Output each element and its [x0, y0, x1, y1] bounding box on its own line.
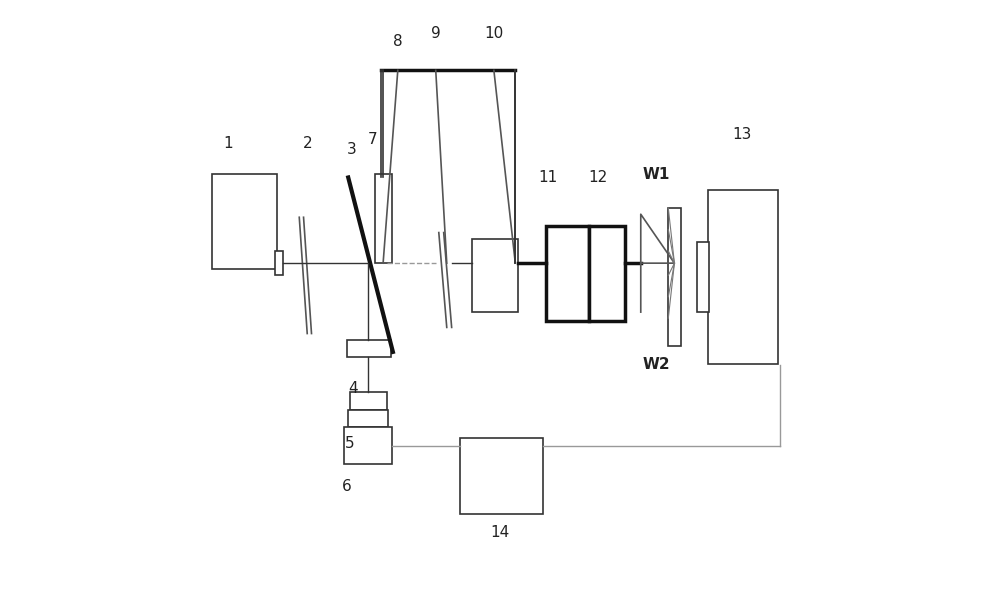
Bar — [347, 340, 391, 357]
Bar — [375, 174, 392, 263]
Bar — [472, 239, 518, 312]
Text: 14: 14 — [490, 525, 510, 540]
Bar — [546, 226, 589, 321]
Bar — [697, 242, 709, 312]
Text: 9: 9 — [431, 26, 441, 41]
Bar — [708, 190, 778, 364]
Text: 12: 12 — [588, 170, 608, 185]
Text: 2: 2 — [302, 136, 312, 151]
Text: 13: 13 — [732, 127, 751, 142]
Text: 10: 10 — [484, 26, 504, 41]
Bar — [212, 174, 277, 269]
Text: 1: 1 — [223, 136, 232, 151]
Bar — [350, 392, 387, 410]
Text: 7: 7 — [367, 132, 377, 147]
Bar — [668, 208, 681, 346]
Text: 3: 3 — [347, 143, 357, 157]
Text: 5: 5 — [345, 436, 355, 451]
Bar — [348, 410, 388, 427]
Text: 8: 8 — [393, 34, 403, 49]
Text: W2: W2 — [642, 357, 670, 371]
Bar — [589, 226, 625, 321]
Bar — [460, 438, 543, 514]
Text: 4: 4 — [348, 381, 358, 396]
Text: W1: W1 — [642, 167, 670, 182]
Text: 11: 11 — [538, 170, 557, 185]
Bar — [275, 251, 283, 275]
Text: 6: 6 — [342, 479, 352, 494]
Bar — [344, 427, 392, 464]
